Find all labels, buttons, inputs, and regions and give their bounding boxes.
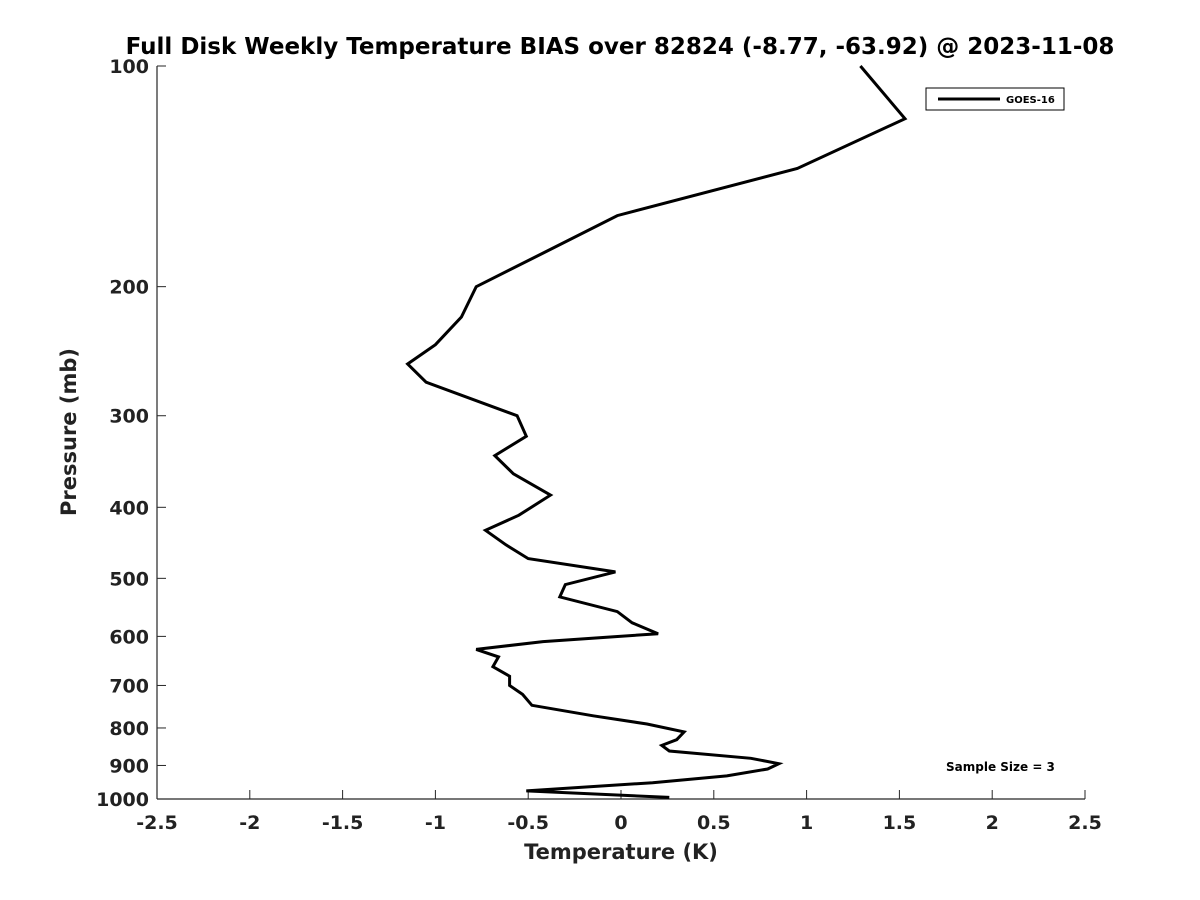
x-tick-label: -2 xyxy=(239,812,260,834)
x-tick-label: 1 xyxy=(800,812,813,834)
x-tick-label: -1.5 xyxy=(322,812,364,834)
tick-labels: -2.5 -2 -1.5 -1 -0.5 0 0.5 1 1.5 2 2.5 100 200 300 400… xyxy=(96,56,1102,834)
sample-size-annotation: Sample Size = 3 xyxy=(946,760,1055,774)
legend: GOES-16 xyxy=(925,87,1065,111)
x-tick-label: -0.5 xyxy=(507,812,549,834)
y-tick-label: 500 xyxy=(109,568,149,590)
y-tick-label: 700 xyxy=(109,675,149,697)
y-tick-label: 300 xyxy=(109,406,149,428)
y-tick-label: 100 xyxy=(109,56,149,78)
x-tick-label: 1.5 xyxy=(883,812,917,834)
x-tick-label: 2 xyxy=(986,812,999,834)
y-tick-label: 400 xyxy=(109,497,149,519)
x-tick-label: 0.5 xyxy=(697,812,731,834)
x-axis-label: Temperature (K) xyxy=(524,840,718,864)
axes xyxy=(156,65,1086,800)
series-layer xyxy=(405,65,908,799)
series-line-goes-16 xyxy=(405,65,908,799)
x-tick-label: -2.5 xyxy=(136,812,178,834)
x-tick-label: 0 xyxy=(614,812,627,834)
y-axis-label: Pressure (mb) xyxy=(57,348,81,516)
x-tick-label: -1 xyxy=(425,812,446,834)
y-tick-label: 600 xyxy=(109,626,149,648)
y-tick-label: 200 xyxy=(109,277,149,299)
y-tick-label: 900 xyxy=(109,755,149,777)
legend-entry-goes-16: GOES-16 xyxy=(1006,95,1055,106)
x-tick-label: 2.5 xyxy=(1068,812,1102,834)
chart-title: Full Disk Weekly Temperature BIAS over 8… xyxy=(126,34,1115,60)
y-tick-label: 1000 xyxy=(96,789,149,811)
plot-frame xyxy=(157,66,1085,799)
y-tick-label: 800 xyxy=(109,718,149,740)
